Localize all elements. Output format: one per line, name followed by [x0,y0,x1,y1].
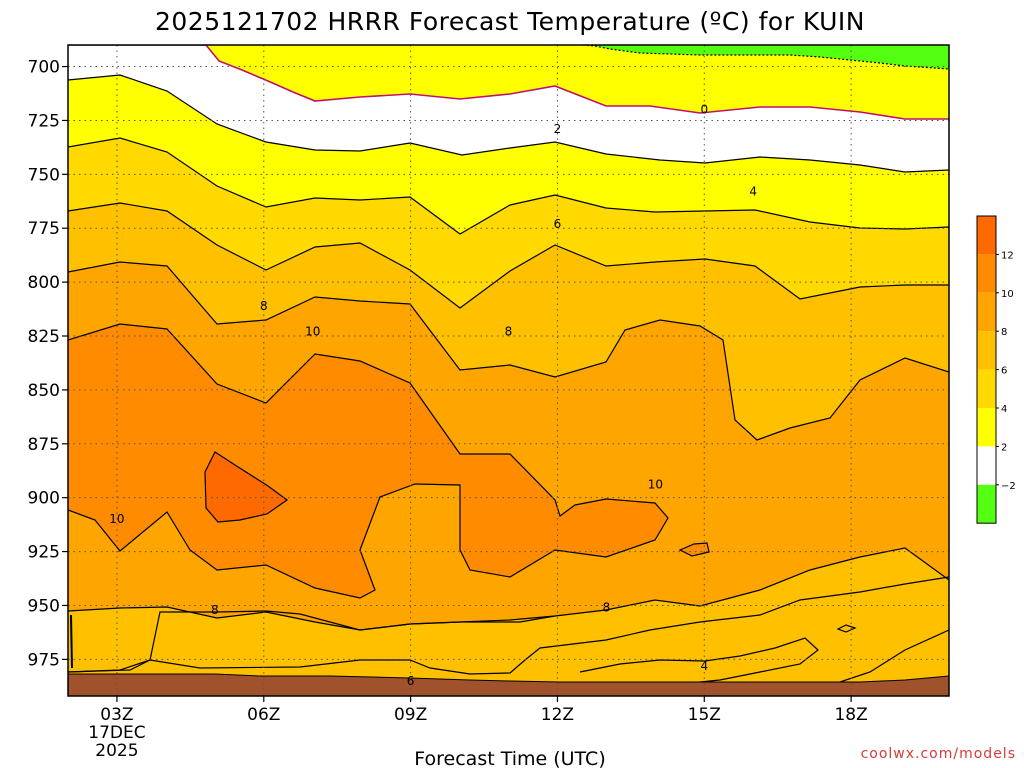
colorbar: 12 10 8 6 4 2 −2 [976,215,1016,524]
x-tick-label: 12Z [541,705,574,725]
contour-label: 4 [749,185,757,199]
y-tick-label: 850 [28,381,60,401]
contour-6 [68,202,949,309]
chart-title: 2025121702 HRRR Forecast Temperature (ºC… [155,7,865,36]
band-below-zero [583,45,949,69]
surface-edge [68,673,949,683]
y-tick-label: 725 [28,111,60,131]
grid-lines [68,45,949,696]
y-tick-label: 875 [28,435,60,455]
contour-label: 10 [305,325,320,339]
x-tick-label: 03Z [100,705,133,725]
colorbar-segment [977,446,996,485]
y-tick-label: 750 [28,165,60,185]
contour-label: 8 [211,603,219,617]
band-small-10 [680,543,709,556]
x-tick-label: 15Z [688,705,721,725]
colorbar-segment [977,484,996,524]
contour-label: 8 [603,601,611,615]
y-tick-label: 925 [28,543,60,563]
y-tick-label: 950 [28,596,60,616]
contour-6-lower [68,610,556,673]
band-10-12 [68,324,668,598]
plot-frame [67,44,950,697]
colorbar-segment [977,254,996,293]
contour-label: 2 [554,122,562,136]
colorbar-label: 6 [1001,366,1007,377]
contour-label: 4 [700,659,708,673]
contour-label: 8 [505,325,513,339]
contour-label: 0 [700,103,708,117]
contour-labels: 0 2 4 6 8 10 8 10 10 8 8 4 6 [109,103,757,688]
colorbar-segment [977,408,996,447]
contour-6-low [68,576,949,675]
colorbar-label: 2 [1001,442,1007,453]
y-axis: 700 725 750 775 800 825 850 875 900 925 950 975 [28,58,68,670]
contour-label: 10 [109,512,124,526]
band-above-12 [205,452,287,522]
colorbar-label: 10 [1001,289,1014,300]
x-tick-label: 18Z [834,705,867,725]
colorbar-segment [977,331,996,370]
plot-area [68,45,949,696]
contour-2 [68,74,949,173]
contour-8-lower [68,547,949,631]
colorbar-label: 12 [1001,250,1014,261]
colorbar-segment [977,216,996,255]
contour-12 [204,451,289,523]
contour-4-lower [579,637,819,684]
x-axis-title: Forecast Time (UTC) [414,748,605,768]
contour-4-right [839,629,949,683]
contour-label: 6 [407,674,415,688]
contour-8-upper [68,261,949,441]
x-tick-year: 2025 [95,741,138,761]
contour-neg [582,45,949,70]
contour-10-upper [68,323,669,599]
colorbar-segment [977,369,996,408]
x-tick-label: 06Z [247,705,280,725]
y-tick-label: 775 [28,219,60,239]
colorbar-label: −2 [1001,481,1016,492]
y-tick-label: 975 [28,650,60,670]
y-tick-label: 900 [28,489,60,509]
band-0-2 [68,45,949,172]
contour-label: 10 [648,478,663,492]
contour-label: 8 [260,299,268,313]
y-tick-label: 700 [28,58,60,78]
contour-0 [68,45,949,120]
contour-left-edge [70,614,73,669]
contour-4-small [836,624,857,633]
colorbar-segment [977,292,996,332]
surface-strip [68,674,949,696]
contour-10-small [678,542,710,557]
y-tick-label: 825 [28,327,60,347]
contour-lines [68,45,949,684]
colorbar-label: 8 [1001,327,1007,338]
x-tick-date: 17DEC [88,723,145,743]
contour-label: 6 [554,217,562,231]
y-tick-label: 800 [28,273,60,293]
colorbar-label: 4 [1001,404,1007,415]
credit-text: coolwx.com/models [861,746,1016,762]
contour-4 [68,137,949,235]
x-tick-label: 09Z [394,705,427,725]
